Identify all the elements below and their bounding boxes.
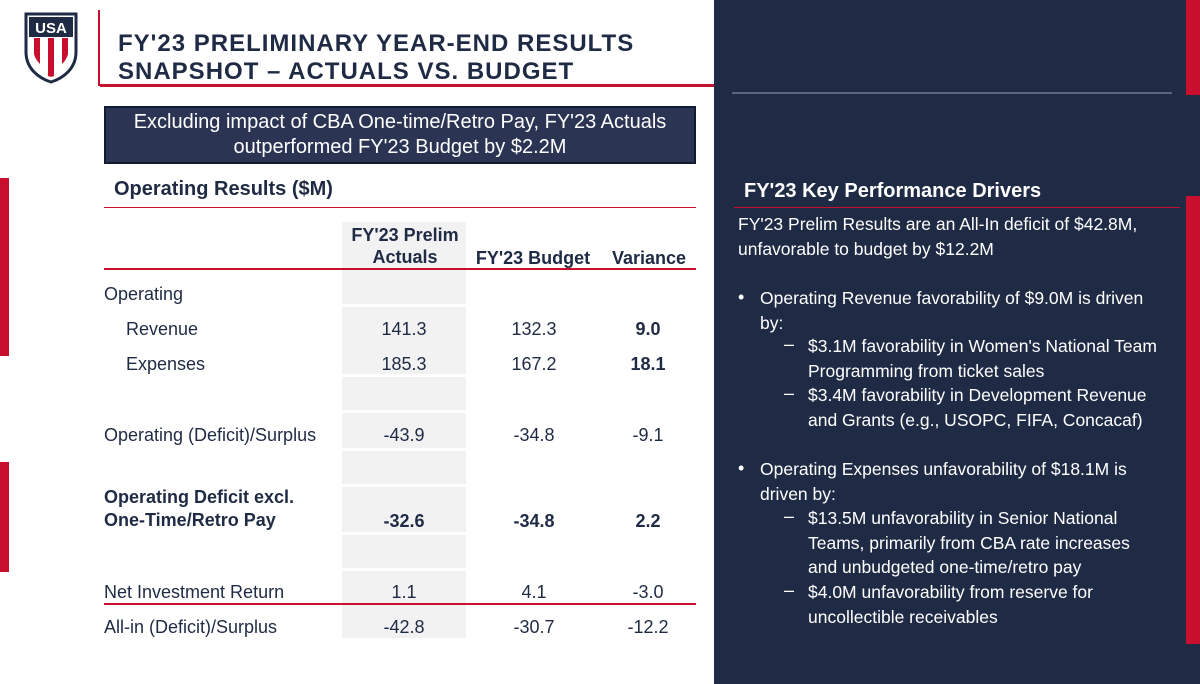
revenue-budget: 132.3 [511, 319, 557, 339]
driver-bullet-1: Operating Revenue favorability of $9.0M … [760, 288, 1144, 333]
title-divider [98, 10, 100, 86]
panel-accent-bottom [1186, 196, 1200, 644]
column-header-budget: FY'23 Budget [475, 248, 591, 268]
drivers-intro: FY'23 Prelim Results are an All-In defic… [738, 214, 1138, 259]
dash-icon: – [784, 506, 795, 526]
panel-divider [732, 92, 1172, 94]
driver-bullet-1-sub-1: $3.1M favorability in Women's National T… [808, 336, 1157, 381]
page-title-line2: SNAPSHOT – ACTUALS VS. BUDGET [118, 58, 575, 85]
net-investment-variance: -3.0 [632, 582, 664, 602]
operating-surplus-actuals: -43.9 [383, 425, 425, 445]
row-label-operating: Operating [104, 284, 184, 304]
all-in-actuals: -42.8 [383, 617, 425, 637]
summary-callout: Excluding impact of CBA One-time/Retro P… [104, 106, 696, 164]
left-accent-bar-top [0, 178, 9, 356]
title-underline [100, 84, 714, 87]
driver-bullet-2-sub-1: $13.5M unfavorability in Senior National… [808, 508, 1130, 577]
deficit-excl-budget: -34.8 [513, 511, 555, 531]
row-label-all-in: All-in (Deficit)/Surplus [104, 617, 278, 637]
logo-text: USA [35, 20, 67, 37]
row-label-deficit-excl-line2: One-Time/Retro Pay [104, 510, 276, 530]
page-title: FY'23 PRELIMINARY YEAR-END RESULTS SNAPS… [118, 30, 634, 86]
drivers-title: FY'23 Key Performance Drivers [744, 180, 1042, 202]
page-title-line1: FY'23 PRELIMINARY YEAR-END RESULTS [118, 30, 635, 57]
usa-crest-icon: USA [24, 12, 78, 84]
expenses-actuals: 185.3 [381, 354, 427, 374]
column-header-actuals: FY'23 Prelim Actuals [351, 225, 459, 267]
net-investment-actuals: 1.1 [391, 582, 417, 602]
all-in-variance: -12.2 [627, 617, 669, 637]
deficit-excl-actuals: -32.6 [383, 511, 425, 531]
row-label-expenses: Expenses [126, 354, 206, 374]
left-accent-bar-bottom [0, 462, 9, 572]
dash-icon: – [784, 580, 795, 600]
operating-surplus-budget: -34.8 [513, 425, 555, 445]
revenue-variance: 9.0 [635, 319, 661, 339]
all-in-budget: -30.7 [513, 617, 555, 637]
expenses-budget: 167.2 [511, 354, 557, 374]
bullet-icon: • [738, 287, 745, 307]
expenses-variance: 18.1 [630, 354, 666, 374]
section-divider [104, 207, 696, 208]
dash-icon: – [784, 383, 795, 403]
header-underline [104, 268, 696, 270]
driver-bullet-2: Operating Expenses unfavorability of $18… [760, 459, 1127, 504]
operating-surplus-variance: -9.1 [632, 425, 664, 445]
row-label-net-investment: Net Investment Return [104, 582, 285, 602]
driver-bullet-1-sub-2: $3.4M favorability in Development Revenu… [808, 385, 1147, 430]
summary-callout-text: Excluding impact of CBA One-time/Retro P… [133, 111, 667, 158]
panel-accent-top [1186, 0, 1200, 95]
row-label-revenue: Revenue [126, 319, 199, 339]
bullet-icon: • [738, 458, 745, 478]
row-label-operating-surplus: Operating (Deficit)/Surplus [104, 425, 317, 445]
net-investment-budget: 4.1 [521, 582, 547, 602]
revenue-actuals: 141.3 [381, 319, 427, 339]
total-divider [104, 603, 696, 605]
driver-bullet-2-sub-2: $4.0M unfavorability from reserve for un… [808, 582, 1093, 627]
deficit-excl-variance: 2.2 [635, 511, 661, 531]
drivers-title-underline [734, 207, 1180, 208]
row-label-deficit-excl: Operating Deficit excl. One-Time/Retro P… [104, 486, 294, 532]
row-label-deficit-excl-line1: Operating Deficit excl. [104, 487, 295, 507]
column-header-variance: Variance [611, 248, 687, 268]
dash-icon: – [784, 334, 795, 354]
operating-results-title: Operating Results ($M) [114, 178, 333, 200]
